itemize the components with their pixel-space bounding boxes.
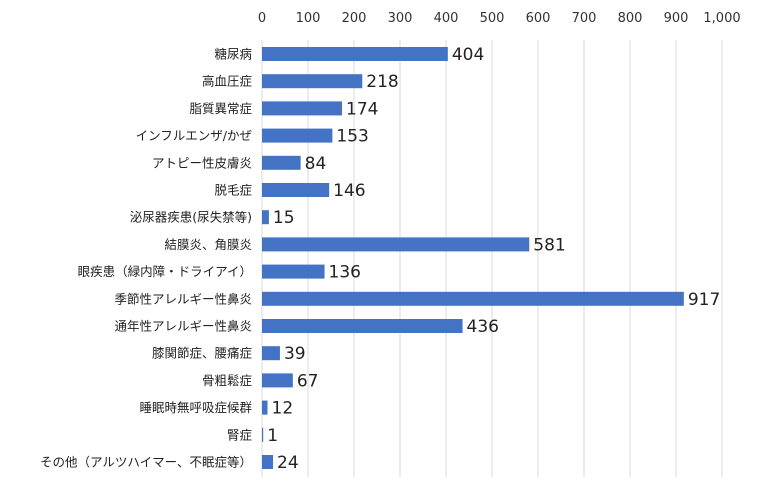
data-label: 39 xyxy=(284,344,306,364)
data-label: 136 xyxy=(329,263,361,283)
category-label: その他（アルツハイマー、不眠症等） xyxy=(40,455,252,470)
data-label: 153 xyxy=(336,127,368,147)
category-label: 膝関節症、腰痛症 xyxy=(152,346,252,361)
x-tick-label: 900 xyxy=(664,11,689,26)
category-label: 泌尿器疾患(尿失禁等) xyxy=(130,210,252,225)
data-label: 581 xyxy=(533,235,565,255)
bar xyxy=(262,291,684,306)
x-tick-label: 0 xyxy=(258,11,266,26)
data-label: 146 xyxy=(333,181,365,201)
category-label: 高血圧症 xyxy=(202,74,252,89)
category-label: 季節性アレルギー性鼻炎 xyxy=(114,291,252,306)
category-label: 睡眠時無呼吸症候群 xyxy=(139,400,252,415)
bar xyxy=(262,264,325,279)
x-tick-label: 800 xyxy=(618,11,643,26)
category-label: 脂質異常症 xyxy=(189,101,252,116)
category-label: インフルエンザ/かぜ xyxy=(136,128,253,143)
bar xyxy=(262,400,268,415)
bar xyxy=(262,210,269,225)
bar xyxy=(262,427,264,442)
data-label: 404 xyxy=(452,45,484,65)
bar xyxy=(262,47,448,61)
data-label: 12 xyxy=(272,399,294,419)
x-tick-label: 100 xyxy=(296,11,321,26)
bars xyxy=(262,47,684,469)
bar xyxy=(262,101,343,116)
data-label: 174 xyxy=(346,99,378,119)
x-axis-ticks: 0 100 200 300 400 500 600 700 800 900 1,000 xyxy=(258,11,741,26)
category-label: 糖尿病 xyxy=(214,47,252,62)
x-tick-label: 300 xyxy=(388,11,413,26)
bar xyxy=(262,455,274,469)
data-label: 436 xyxy=(467,317,499,337)
bar xyxy=(262,128,333,143)
bar xyxy=(262,183,330,197)
bar xyxy=(262,74,363,89)
bar xyxy=(262,346,280,361)
bar xyxy=(262,237,530,252)
bar xyxy=(262,155,301,170)
data-label: 1 xyxy=(267,426,278,446)
category-label: アトピー性皮膚炎 xyxy=(152,155,252,170)
x-tick-label: 500 xyxy=(480,11,505,26)
x-tick-label: 600 xyxy=(526,11,551,26)
data-label: 218 xyxy=(366,72,398,92)
x-tick-label: 1,000 xyxy=(703,11,740,26)
data-label: 67 xyxy=(297,371,319,391)
category-label: 通年性アレルギー性鼻炎 xyxy=(114,319,252,334)
x-tick-label: 200 xyxy=(342,11,367,26)
data-label: 917 xyxy=(688,290,720,310)
bar xyxy=(262,373,293,388)
data-label: 84 xyxy=(305,154,327,174)
data-label: 24 xyxy=(277,453,299,473)
category-label: 脱毛症 xyxy=(214,183,252,198)
bar xyxy=(262,319,463,333)
category-labels: 糖尿病高血圧症脂質異常症インフルエンザ/かぜアトピー性皮膚炎脱毛症泌尿器疾患(尿… xyxy=(40,47,253,470)
category-label: 骨粗鬆症 xyxy=(202,373,252,388)
category-label: 腎症 xyxy=(227,427,252,442)
category-label: 眼疾患（緑内障・ドライアイ） xyxy=(78,264,252,279)
category-label: 結膜炎、角膜炎 xyxy=(164,237,252,252)
data-label: 15 xyxy=(273,208,295,228)
x-tick-label: 400 xyxy=(434,11,459,26)
x-tick-label: 700 xyxy=(572,11,597,26)
